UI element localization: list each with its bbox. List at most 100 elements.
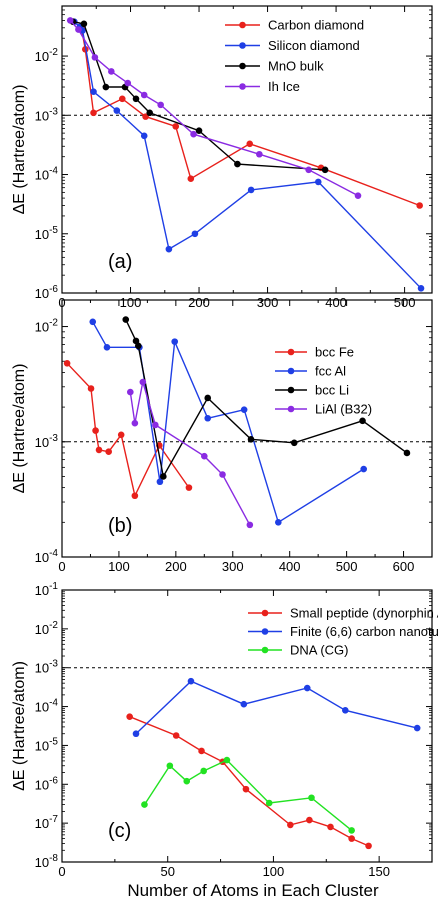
- data-point: [95, 446, 103, 454]
- data-point: [247, 436, 255, 443]
- data-point: [187, 175, 195, 183]
- y-tick-label: 10-3: [35, 659, 59, 676]
- y-axis-label: ΔE (Hartree/atom): [11, 661, 28, 791]
- data-point: [365, 842, 372, 850]
- data-point: [314, 178, 322, 186]
- legend-entry: bcc Fe: [315, 345, 354, 360]
- data-point: [131, 492, 139, 500]
- data-point: [204, 414, 212, 422]
- data-point: [152, 421, 159, 429]
- chart-panel-b: 0 100 200 300 400 500 600 10-4 10-3 10-2 ΔE (Hartr…: [11, 299, 433, 574]
- legend-entry: Small peptide (dynorphin A): [290, 606, 438, 621]
- x-tick-label: 100: [120, 295, 142, 310]
- series-line: [135, 680, 418, 735]
- y-tick-label: 10-5: [35, 736, 59, 753]
- data-point: [140, 91, 148, 99]
- data-point: [191, 230, 199, 238]
- data-point: [256, 150, 263, 158]
- x-tick-label: 600: [393, 559, 415, 574]
- data-point: [247, 186, 255, 194]
- data-point: [66, 17, 74, 24]
- chart-panel-a: 010020030040050010-610-510-410-310-2ΔE (…: [11, 5, 433, 310]
- data-point: [160, 473, 167, 480]
- y-tick-label: 10-5: [35, 225, 59, 242]
- data-point: [165, 245, 173, 253]
- x-tick-label: 400: [279, 559, 301, 574]
- data-point: [359, 417, 366, 425]
- data-point: [306, 816, 313, 824]
- legend-entry: Ih Ice: [268, 79, 300, 94]
- legend-marker: [287, 405, 295, 413]
- x-tick-label: 400: [325, 295, 347, 310]
- data-point: [265, 799, 273, 807]
- data-point: [246, 140, 254, 148]
- data-point: [185, 484, 193, 491]
- data-point: [183, 777, 191, 785]
- data-point: [102, 83, 110, 91]
- data-point: [156, 478, 164, 486]
- data-point: [403, 449, 411, 457]
- x-tick-label: 300: [222, 559, 244, 574]
- data-point: [348, 835, 355, 842]
- data-point: [146, 109, 154, 117]
- data-point: [201, 452, 208, 460]
- x-tick-label: 500: [336, 559, 358, 574]
- data-point: [308, 794, 315, 802]
- data-point: [90, 109, 97, 117]
- y-tick-label: 10-2: [35, 620, 59, 637]
- data-point: [204, 394, 212, 402]
- data-point: [413, 724, 421, 732]
- data-point: [187, 677, 195, 685]
- plot-frame: [61, 5, 433, 294]
- x-tick-label: 300: [257, 295, 279, 310]
- series-line: [73, 21, 422, 289]
- data-point: [327, 823, 334, 831]
- x-tick-label: 0: [58, 864, 65, 879]
- legend-entry: Silicon diamond: [268, 38, 360, 53]
- y-axis-label: ΔE (Hartree/atom): [11, 364, 28, 494]
- legend-marker: [239, 62, 246, 70]
- data-point: [80, 20, 88, 28]
- data-point: [287, 821, 294, 829]
- legend-marker: [261, 646, 269, 654]
- data-point: [348, 827, 355, 834]
- x-tick-label: 100: [263, 864, 285, 879]
- data-point: [172, 123, 180, 130]
- data-point: [290, 439, 298, 447]
- data-point: [87, 385, 95, 392]
- data-point: [342, 707, 349, 714]
- data-point: [134, 342, 142, 350]
- data-point: [108, 68, 115, 75]
- data-point: [242, 785, 250, 793]
- data-point: [122, 316, 130, 323]
- data-point: [140, 132, 148, 140]
- data-point: [63, 359, 71, 367]
- legend-marker: [261, 609, 269, 617]
- data-point: [275, 519, 282, 526]
- data-point: [200, 767, 207, 775]
- x-tick-label: 200: [165, 559, 187, 574]
- y-tick-label: 10-8: [35, 853, 59, 870]
- data-point: [131, 419, 139, 427]
- data-point: [305, 166, 312, 174]
- data-point: [105, 448, 112, 456]
- chart-panel-c: 0 50 100 150 10-8 10-7 10-6 10-5 10-4 10-3 10-2 10-…: [11, 581, 438, 879]
- series-line: [125, 319, 408, 479]
- series-line: [143, 759, 353, 831]
- x-tick-label: 150: [368, 864, 390, 879]
- x-tick-label: 100: [108, 559, 130, 574]
- data-point: [132, 95, 140, 103]
- data-point: [240, 700, 248, 708]
- data-point: [132, 337, 140, 345]
- legend-entry: fcc Al: [315, 364, 346, 379]
- y-tick-label: 10-3: [35, 106, 59, 123]
- y-tick-label: 10-4: [35, 698, 59, 715]
- x-tick-label: 200: [188, 295, 210, 310]
- y-tick-label: 10-6: [35, 284, 59, 301]
- data-point: [195, 127, 203, 134]
- data-point: [75, 26, 82, 33]
- data-point: [234, 160, 241, 168]
- panel-label: (b): [108, 515, 132, 537]
- data-point: [103, 344, 111, 351]
- legend-marker: [261, 628, 269, 635]
